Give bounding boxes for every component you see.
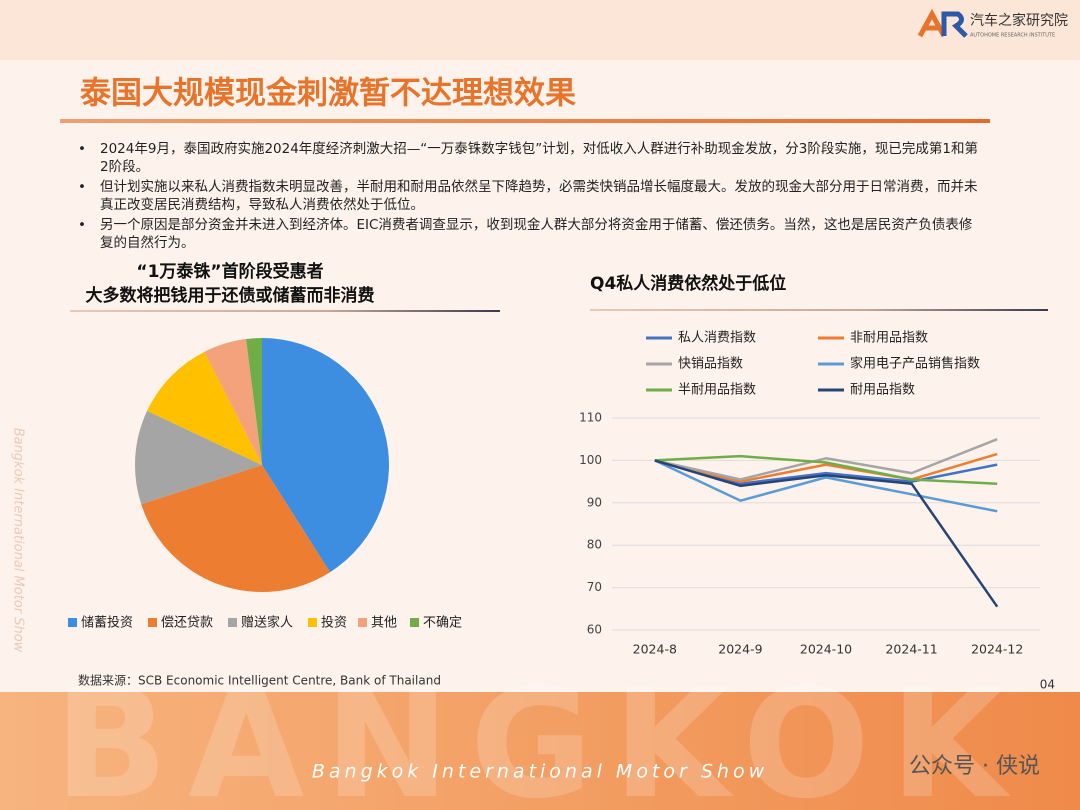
line-title-underline [590, 309, 1048, 311]
pie-slice [141, 465, 331, 592]
x-tick-label: 2024-8 [633, 642, 677, 657]
logo-mark [941, 11, 968, 38]
page-number: 04 [1040, 678, 1055, 692]
legend-swatch [358, 618, 367, 627]
watermark: 公众号 · 侠说 [909, 754, 1040, 779]
banner-word: BANGKOK [54, 658, 1026, 810]
pie-slice [147, 351, 262, 465]
bullet: 另一个原因是部分资金并未进入到经济体。EIC消费者调查显示，收到现金人群大部分将… [78, 216, 983, 252]
bullet: 2024年9月，泰国政府实施2024年度经济刺激大招—“一万泰铢数字钱包”计划，… [78, 140, 983, 176]
legend-label: 快销品指数 [678, 357, 743, 372]
bullet-list: 2024年9月，泰国政府实施2024年度经济刺激大招—“一万泰铢数字钱包”计划，… [78, 140, 983, 254]
legend-label: 偿还贷款 [161, 616, 213, 631]
line-series [654, 454, 998, 485]
pie-slice [204, 339, 262, 465]
bullet: 但计划实施以来私人消费指数未明显改善，半耐用和耐用品依然呈下降趋势，必需类快销品… [78, 178, 983, 214]
pie-title: “1万泰铢”首阶段受惠者 [136, 261, 323, 282]
y-tick-label: 60 [587, 623, 602, 637]
logo-mark [917, 8, 947, 38]
x-tick-label: 2024-11 [885, 642, 937, 657]
legend-swatch [68, 618, 77, 627]
x-tick-label: 2024-10 [800, 642, 852, 657]
logo: 汽车之家研究院 AUTOHOME RESEARCH INSTITUTE [917, 8, 1068, 39]
line-series [654, 452, 998, 483]
pie-title-underline [70, 310, 500, 312]
legend-label: 不确定 [423, 616, 462, 631]
side-text: Bangkok International Motor Show [11, 428, 26, 653]
pie-slice [134, 410, 262, 505]
y-tick-label: 70 [587, 580, 602, 594]
legend-label: 储蓄投资 [81, 615, 133, 631]
line-series [654, 459, 998, 485]
y-tick-label: 100 [579, 453, 602, 467]
title-underline [60, 119, 990, 123]
logo-text: 汽车之家研究院 [970, 12, 1068, 29]
legend-swatch [228, 618, 237, 627]
legend-label: 投资 [321, 615, 347, 631]
legend-swatch [410, 618, 419, 627]
legend-label: 耐用品指数 [850, 383, 915, 398]
top-band [0, 0, 1080, 60]
banner-show: Bangkok International Motor Show [312, 761, 768, 783]
legend-label: 家用电子产品销售指数 [850, 356, 980, 372]
line-series [654, 459, 999, 608]
y-tick-label: 80 [587, 538, 602, 552]
line-title: Q4私人消费依然处于低位 [590, 273, 786, 294]
pie-slice [262, 338, 390, 573]
logo-subtext: AUTOHOME RESEARCH INSTITUTE [970, 33, 1055, 39]
y-tick-label: 90 [587, 495, 602, 509]
bottom-band [0, 692, 1080, 810]
pie-title: 大多数将把钱用于还债或储蓄而非消费 [86, 285, 375, 306]
source: 数据来源：SCB Economic Intelligent Centre, Ba… [78, 673, 441, 688]
legend-label: 赠送家人 [241, 615, 293, 631]
y-tick-label: 110 [579, 411, 602, 425]
line-series [654, 459, 998, 513]
legend-label: 其他 [371, 616, 397, 631]
legend-swatch [148, 618, 157, 627]
legend-label: 私人消费指数 [678, 331, 756, 346]
x-tick-label: 2024-9 [718, 642, 762, 657]
legend-swatch [308, 618, 317, 627]
x-tick-label: 2024-12 [971, 642, 1023, 657]
legend-label: 非耐用品指数 [850, 331, 928, 346]
slide-title: 泰国大规模现金刺激暂不达理想效果 [80, 76, 576, 112]
pie-slice [246, 338, 262, 465]
line-series [654, 438, 998, 481]
legend-label: 半耐用品指数 [678, 383, 756, 398]
